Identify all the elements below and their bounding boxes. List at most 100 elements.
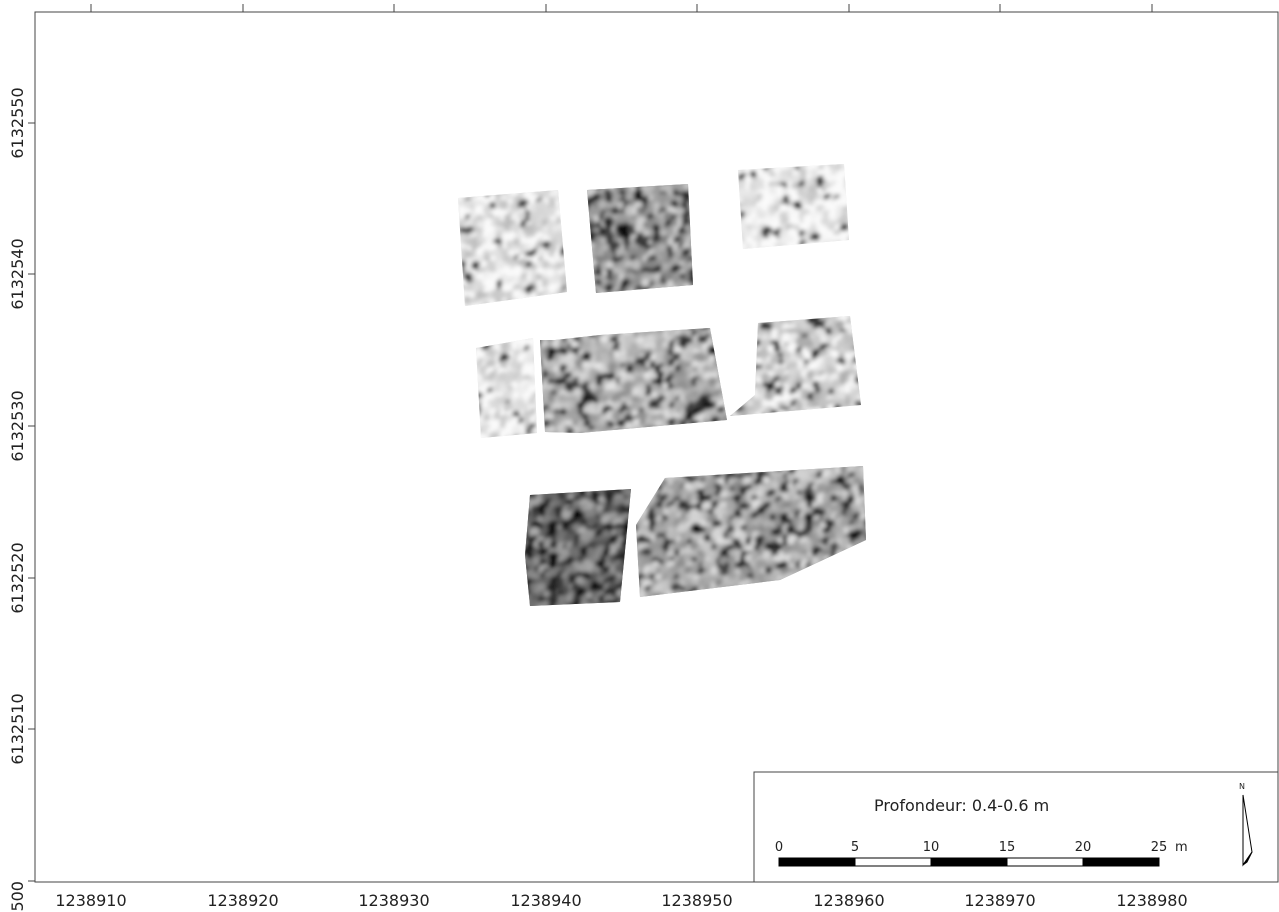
raster-cell — [618, 260, 626, 269]
raster-cell — [715, 519, 722, 527]
raster-cell — [774, 381, 781, 388]
raster-cell — [684, 565, 694, 575]
raster-cell — [531, 512, 539, 520]
raster-cell — [819, 365, 828, 373]
raster-cell — [806, 501, 813, 508]
scale-segment — [1006, 857, 1084, 867]
raster-cell — [560, 552, 568, 560]
raster-cell — [548, 244, 557, 253]
y-axis-ticks — [28, 122, 35, 882]
raster-cell — [785, 234, 794, 244]
raster-cell — [552, 364, 561, 373]
north-arrow-icon: N — [1239, 782, 1253, 867]
scale-segment — [1082, 857, 1160, 867]
x-tick-label: 1238940 — [510, 891, 581, 910]
raster-cell — [548, 560, 557, 568]
x-tick-label: 1238970 — [964, 891, 1035, 910]
raster-cell — [636, 206, 646, 216]
raster-cell — [778, 203, 789, 214]
map-frame — [34, 11, 1279, 883]
raster-cell — [787, 562, 797, 571]
raster-cell — [811, 506, 823, 518]
raster-cell — [733, 549, 741, 557]
raster-cell — [494, 362, 502, 369]
raster-cell — [553, 412, 561, 420]
raster-cell — [518, 211, 528, 221]
raster-cell — [620, 396, 628, 404]
raster-cell — [823, 355, 836, 368]
raster-cell — [512, 265, 524, 277]
raster-cell — [781, 187, 789, 194]
raster-cell — [786, 472, 794, 481]
y-tick-label: 6132500 — [8, 881, 27, 912]
raster-cell — [721, 483, 730, 493]
raster-cell — [476, 221, 485, 229]
raster-cell — [816, 199, 824, 207]
scale-label: 25 — [1151, 840, 1168, 855]
raster-cell — [643, 406, 651, 414]
raster-cell — [769, 507, 776, 514]
raster-texture — [540, 328, 727, 433]
raster-cell — [530, 600, 541, 606]
raster-cell — [788, 367, 798, 377]
raster-cell — [657, 371, 665, 379]
raster-cell — [684, 392, 695, 404]
raster-cell — [818, 531, 825, 538]
raster-cell — [646, 259, 657, 270]
raster-cell — [528, 203, 538, 212]
raster-cell — [517, 338, 528, 346]
raster-cell — [831, 379, 842, 390]
raster-cell — [463, 250, 474, 260]
raster-cell — [743, 174, 752, 184]
scale-unit: m — [1175, 840, 1188, 855]
raster-cell — [780, 332, 793, 344]
raster-cell — [606, 268, 613, 275]
raster-cell — [787, 482, 794, 490]
raster-cell — [840, 517, 851, 529]
raster-cell — [697, 335, 705, 343]
raster-cell — [588, 382, 597, 391]
raster-cell — [594, 424, 603, 433]
survey-block-top-middle — [587, 184, 693, 293]
raster-cell — [624, 421, 632, 429]
raster-cell — [740, 565, 751, 576]
raster-cell — [498, 199, 509, 210]
raster-cell — [665, 529, 676, 540]
y-tick-label: 6132550 — [8, 87, 27, 158]
raster-cell — [634, 193, 643, 203]
raster-cell — [648, 399, 660, 411]
raster-cell — [648, 533, 657, 542]
raster-cell — [592, 396, 600, 403]
raster-cell — [591, 516, 599, 525]
raster-cell — [709, 566, 719, 576]
raster-cell — [630, 206, 640, 215]
raster-cell — [703, 534, 711, 542]
raster-cell — [825, 327, 833, 335]
raster-cell — [678, 255, 686, 263]
raster-cell — [670, 218, 679, 227]
raster-cell — [541, 600, 551, 606]
raster-cell — [838, 386, 845, 394]
x-tick-label: 1238910 — [55, 891, 126, 910]
raster-cell — [830, 494, 838, 503]
raster-cell — [653, 524, 664, 535]
raster-cell — [842, 343, 852, 353]
raster-cell — [702, 364, 711, 373]
raster-cell — [499, 420, 507, 428]
raster-cell — [560, 408, 567, 415]
raster-cell — [547, 581, 558, 592]
raster-cell — [792, 218, 801, 227]
raster-cell — [495, 248, 502, 256]
raster-cell — [788, 205, 796, 213]
raster-cell — [835, 483, 843, 491]
raster-cell — [672, 542, 682, 552]
raster-cell — [739, 502, 749, 512]
scale-segment — [778, 857, 856, 867]
raster-cell — [773, 344, 781, 353]
raster-cell — [600, 237, 607, 244]
raster-cell — [762, 550, 772, 560]
raster-cell — [491, 418, 502, 430]
raster-cell — [739, 409, 750, 416]
raster-cell — [505, 371, 517, 383]
scale-bar: 0 5 10 15 20 25 m — [775, 840, 1188, 867]
